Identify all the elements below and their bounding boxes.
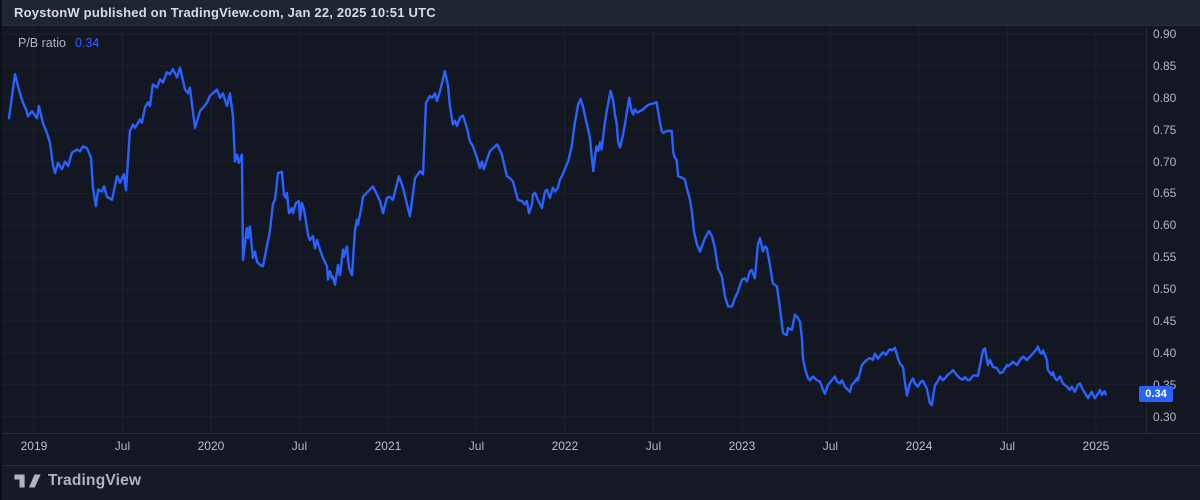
tradingview-logo-link[interactable]: TradingView (14, 469, 141, 493)
left-edge-shadow (0, 0, 2, 500)
price-axis-label: 0.80 (1153, 90, 1177, 105)
time-axis-label: 2025 (1082, 439, 1110, 453)
price-axis-label: 0.90 (1153, 27, 1177, 42)
time-axis-label: Jul (645, 439, 662, 453)
time-axis-label: Jul (999, 439, 1016, 453)
price-axis[interactable]: 0.90 0.85 0.80 0.75 0.70 0.65 0.60 0.55 0.50 0.45… (1147, 27, 1200, 433)
series-legend-value: 0.34 (74, 36, 100, 50)
series-legend[interactable]: P/B ratio 0.34 (18, 36, 99, 51)
publish-title: RoystonW published on TradingView.com, J… (14, 5, 436, 20)
time-axis-label: 2019 (20, 439, 48, 453)
footer-divider (0, 465, 1200, 466)
price-line (7, 66, 1108, 407)
publish-header: RoystonW published on TradingView.com, J… (0, 0, 1200, 26)
price-axis-label: 0.30 (1153, 409, 1177, 424)
chart-pane[interactable] (0, 27, 1146, 433)
price-axis-label: 0.70 (1153, 154, 1177, 169)
last-price-label: 0.34 (1139, 386, 1173, 403)
tradingview-logo-icon (14, 474, 41, 488)
price-axis-label: 0.85 (1153, 58, 1177, 73)
time-axis-label: 2020 (197, 439, 225, 453)
time-axis-label: Jul (468, 439, 485, 453)
series-legend-label: P/B ratio (18, 36, 66, 50)
price-axis-border (1146, 27, 1147, 433)
tradingview-logo-text: TradingView (48, 472, 142, 489)
price-axis-label: 0.45 (1153, 314, 1177, 329)
time-axis-label: Jul (114, 439, 131, 453)
price-axis-label: 0.40 (1153, 345, 1177, 360)
time-axis-label: 2023 (728, 439, 756, 453)
price-axis-label: 0.55 (1153, 250, 1177, 265)
time-axis-label: Jul (822, 439, 839, 453)
price-axis-label: 0.75 (1153, 122, 1177, 137)
footer-bar (0, 466, 1200, 500)
time-axis[interactable]: 2019 Jul 2020 Jul 2021 Jul 2022 Jul 2023 Jul 2024 J… (0, 434, 1200, 465)
time-axis-border (0, 433, 1200, 434)
time-axis-label: 2021 (374, 439, 402, 453)
time-axis-label: 2024 (905, 439, 933, 453)
time-axis-label: Jul (291, 439, 308, 453)
price-axis-label: 0.65 (1153, 186, 1177, 201)
time-axis-label: 2022 (551, 439, 579, 453)
price-axis-label: 0.60 (1153, 218, 1177, 233)
price-axis-label: 0.50 (1153, 282, 1177, 297)
